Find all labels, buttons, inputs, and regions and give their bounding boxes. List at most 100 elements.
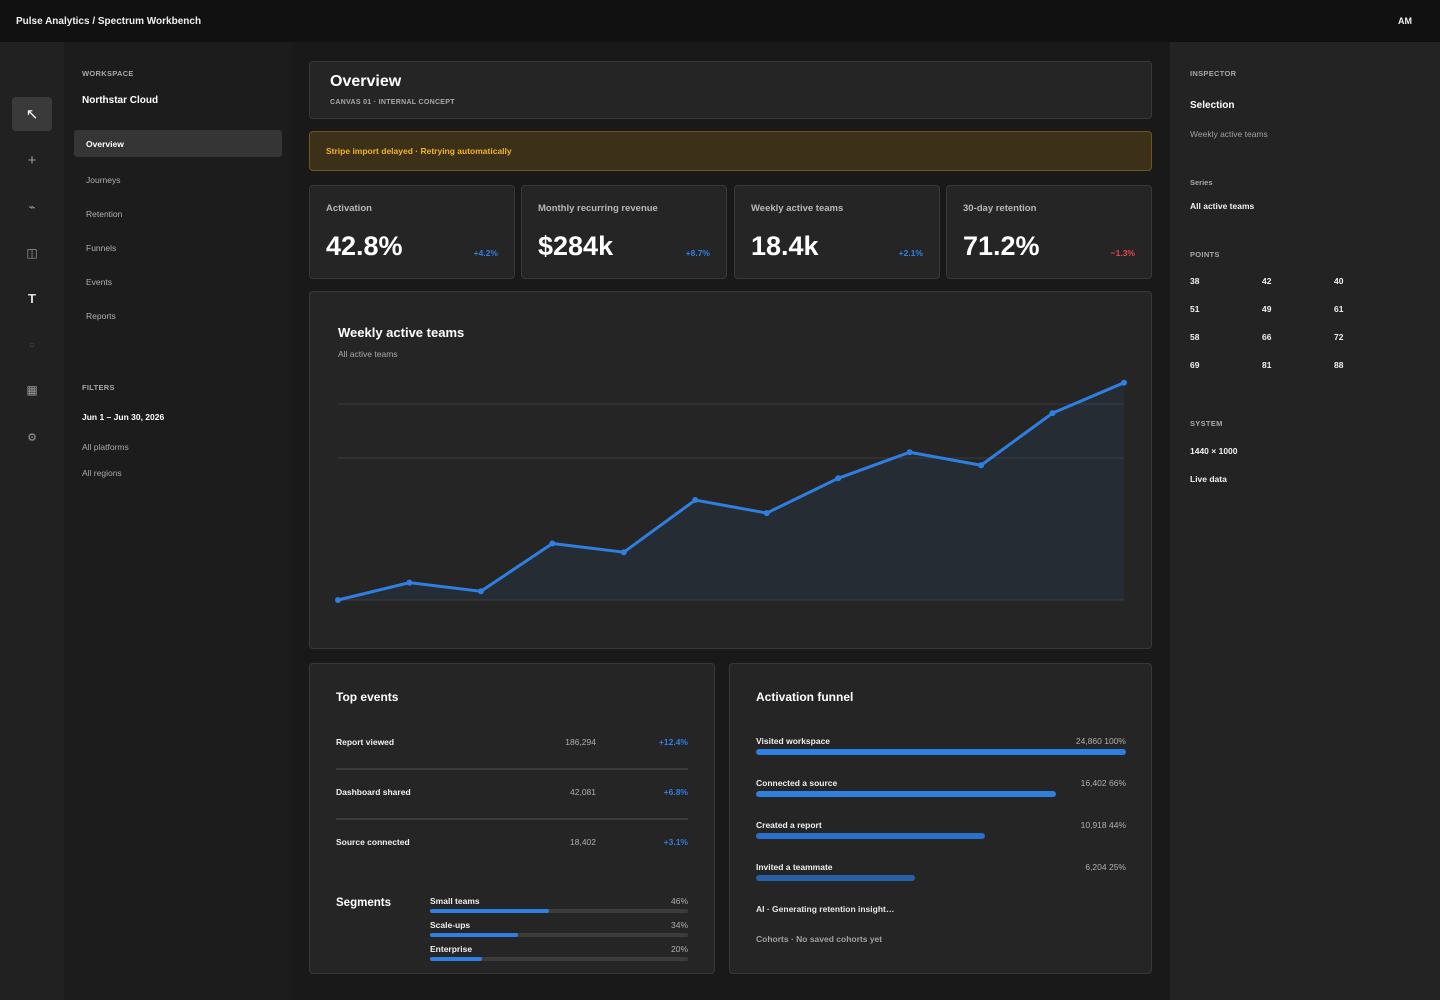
inspector-panel: INSPECTOR Selection Weekly active teams … <box>1170 42 1440 1000</box>
point-value[interactable]: 38 <box>1190 276 1200 286</box>
kpi-card-weekly-active-teams[interactable]: Weekly active teams 18.4k +2.1% <box>734 185 940 279</box>
points-grid: 38 42 40 51 49 61 58 66 72 69 81 88 <box>1190 276 1390 371</box>
funnel-step[interactable]: Connected a source 16,402 66% <box>756 778 1126 812</box>
segment-name: Scale-ups <box>430 920 471 930</box>
data-point[interactable] <box>978 462 985 469</box>
data-status: Live data <box>1190 474 1227 484</box>
point-value[interactable]: 61 <box>1334 304 1344 314</box>
panel-icon: ◫ <box>26 246 38 260</box>
circle-tool-button[interactable]: ○ <box>12 328 52 362</box>
kpi-label: Activation <box>326 203 372 214</box>
pointer-tool-button[interactable]: ↖ <box>12 97 52 131</box>
funnel-step-name: Created a report <box>756 820 822 830</box>
funnel-step-name: Invited a teammate <box>756 862 833 872</box>
region-filter[interactable]: All regions <box>82 468 122 478</box>
sidebar-item-funnels[interactable]: Funnels <box>86 242 117 253</box>
data-point[interactable] <box>406 579 413 586</box>
point-value[interactable]: 66 <box>1262 332 1272 342</box>
filters-label: FILTERS <box>82 383 115 392</box>
text-tool-button[interactable]: T <box>12 281 52 315</box>
point-value[interactable]: 88 <box>1334 360 1344 370</box>
top-events-card: Top events Report viewed 186,294 +12.4% … <box>309 663 715 974</box>
table-tool-button[interactable]: ▦ <box>12 373 52 407</box>
workspace-name[interactable]: Northstar Cloud <box>82 95 159 106</box>
sidebar-item-journeys[interactable]: Journeys <box>86 174 121 185</box>
event-count: 42,081 <box>570 787 596 797</box>
funnel-step-value: 16,402 66% <box>1080 778 1126 788</box>
kpi-value: $284k <box>538 231 614 261</box>
kpi-delta: +4.2% <box>473 248 498 258</box>
segment-row[interactable]: Small teams 46% <box>430 896 688 920</box>
breadcrumb[interactable]: Pulse Analytics / Spectrum Workbench <box>16 15 202 27</box>
data-point[interactable] <box>763 510 770 517</box>
funnel-step[interactable]: Visited workspace 24,860 100% <box>756 736 1126 770</box>
point-value[interactable]: 51 <box>1190 304 1200 314</box>
platform-filter[interactable]: All platforms <box>82 442 129 452</box>
connector-tool-button[interactable]: ⌁ <box>12 190 52 224</box>
segment-row[interactable]: Scale-ups 34% <box>430 920 688 944</box>
point-value[interactable]: 58 <box>1190 332 1200 342</box>
event-delta: +3.1% <box>663 837 688 847</box>
add-tool-button[interactable]: + <box>12 143 52 177</box>
data-point[interactable] <box>1121 379 1127 386</box>
table-icon: ▦ <box>26 383 38 397</box>
data-point[interactable] <box>335 597 341 603</box>
sidebar-item-events[interactable]: Events <box>86 276 112 287</box>
line-chart <box>335 379 1127 603</box>
point-value[interactable]: 49 <box>1262 304 1272 314</box>
kpi-card-activation[interactable]: Activation 42.8% +4.2% <box>309 185 515 279</box>
segment-row[interactable]: Enterprise 20% <box>430 944 688 968</box>
kpi-delta: +2.1% <box>898 248 923 258</box>
segment-percent: 20% <box>670 944 688 954</box>
segment-percent: 46% <box>670 896 688 906</box>
page-title: Overview <box>330 73 402 90</box>
segment-name: Enterprise <box>430 944 473 954</box>
event-count: 186,294 <box>565 737 596 747</box>
weekly-active-teams-chart[interactable]: Weekly active teams All active teams <box>309 291 1152 649</box>
sidebar-item-retention[interactable]: Retention <box>86 208 123 219</box>
data-point[interactable] <box>620 549 627 556</box>
point-value[interactable]: 81 <box>1262 360 1272 370</box>
funnel-step-value: 10,918 44% <box>1080 820 1126 830</box>
tool-rail: ↖ + ⌁ ◫ T ○ ▦ ⚙ <box>0 42 64 1000</box>
point-value[interactable]: 69 <box>1190 360 1200 370</box>
sidebar-item-overview[interactable]: Overview <box>74 130 282 157</box>
segments-title: Segments <box>336 897 391 909</box>
funnel-step[interactable]: Invited a teammate 6,204 25% <box>756 862 1126 896</box>
kpi-label: Weekly active teams <box>751 203 844 214</box>
kpi-card-mrr[interactable]: Monthly recurring revenue $284k +8.7% <box>521 185 727 279</box>
segment-track <box>430 957 688 961</box>
selection-value[interactable]: Weekly active teams <box>1190 129 1268 139</box>
series-label: Series <box>1190 178 1213 187</box>
point-value[interactable]: 40 <box>1334 276 1344 286</box>
point-value[interactable]: 42 <box>1262 276 1272 286</box>
text-icon: T <box>28 290 36 306</box>
segment-fill <box>430 933 518 937</box>
event-name: Report viewed <box>336 737 395 747</box>
event-count: 18,402 <box>570 837 596 847</box>
panel-tool-button[interactable]: ◫ <box>12 236 52 270</box>
funnel-step[interactable]: Created a report 10,918 44% <box>756 820 1126 854</box>
user-avatar[interactable]: AM <box>1398 16 1412 26</box>
funnel-step-name: Connected a source <box>756 778 838 788</box>
data-point[interactable] <box>549 540 556 547</box>
segment-fill <box>430 957 482 961</box>
event-row[interactable]: Dashboard shared 42,081 +6.8% <box>336 787 688 837</box>
chart-title: Weekly active teams <box>338 325 465 340</box>
settings-tool-button[interactable]: ⚙ <box>12 420 52 454</box>
point-value[interactable]: 72 <box>1334 332 1344 342</box>
chart-subtitle: All active teams <box>338 349 398 359</box>
series-line <box>337 381 1125 602</box>
data-point[interactable] <box>477 588 484 595</box>
date-range-filter[interactable]: Jun 1 – Jun 30, 2026 <box>82 412 165 422</box>
event-row[interactable]: Source connected 18,402 +3.1% <box>336 837 688 887</box>
sidebar-item-reports[interactable]: Reports <box>86 310 116 321</box>
data-point[interactable] <box>906 449 913 456</box>
event-row[interactable]: Report viewed 186,294 +12.4% <box>336 737 688 787</box>
series-value[interactable]: All active teams <box>1190 201 1255 211</box>
kpi-card-retention[interactable]: 30-day retention 71.2% −1.3% <box>946 185 1152 279</box>
data-point[interactable] <box>1049 410 1056 417</box>
data-point[interactable] <box>835 475 842 482</box>
data-point[interactable] <box>692 497 699 504</box>
main-canvas: Overview CANVAS 01 · INTERNAL CONCEPT St… <box>292 42 1170 1000</box>
